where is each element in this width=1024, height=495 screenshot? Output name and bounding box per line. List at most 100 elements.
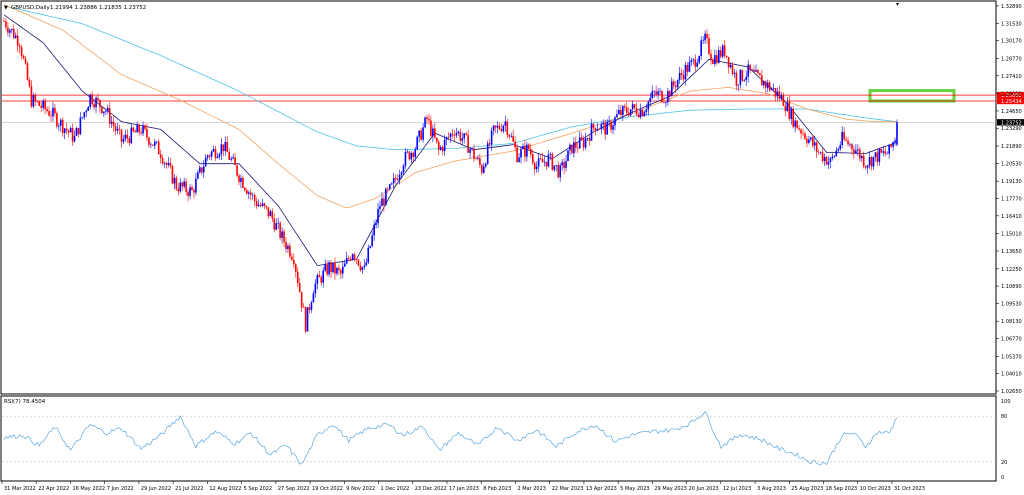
price-panel[interactable] (0, 0, 997, 395)
candle-body (520, 149, 522, 158)
candle-body (345, 258, 348, 264)
candle-body (535, 166, 538, 170)
candle-body (387, 188, 389, 190)
candle-body (704, 33, 706, 41)
candle-body (500, 129, 503, 132)
candle-body (52, 107, 54, 117)
candle-body (77, 127, 80, 135)
candle-body (669, 91, 671, 97)
candle-body (811, 137, 814, 146)
date-tick-label: 29 May 2023 (654, 486, 687, 492)
price-tick-label: 1.05370 (1001, 354, 1022, 360)
candle-body (38, 101, 41, 106)
candle-body (729, 64, 732, 68)
candle-body (688, 62, 691, 72)
candle-body (804, 133, 806, 139)
candle-body (361, 267, 364, 271)
candle-body (236, 165, 238, 176)
candle-body (122, 138, 125, 142)
candle-body (837, 149, 840, 151)
candle-body (220, 144, 223, 155)
candle-body (633, 104, 636, 109)
price-tick-label: 1.20530 (1001, 161, 1022, 167)
candle-body (661, 90, 663, 102)
candle-body (105, 111, 107, 112)
candle-body (353, 254, 356, 259)
candle-body (531, 154, 534, 163)
candle-body (727, 57, 730, 68)
candle-body (545, 161, 548, 167)
candle-body (827, 161, 830, 165)
candle-body (79, 117, 82, 135)
candle-body (224, 142, 227, 152)
date-tick-label: 1 Dec 2022 (381, 486, 410, 492)
candle-body (821, 152, 824, 161)
candle-body (584, 138, 587, 148)
candle-body (676, 79, 679, 88)
candle-body (300, 292, 303, 308)
rsi-label: RSI(7) 78.4504 (4, 399, 46, 405)
candle-body (892, 142, 894, 147)
candle-body (559, 165, 561, 178)
candle-body (36, 101, 39, 102)
rsi-line[interactable] (3, 411, 898, 466)
candle-body (101, 107, 103, 114)
candle-body (443, 139, 446, 152)
rsi-tick-label: 100 (1001, 399, 1011, 405)
candle-body (302, 307, 305, 308)
candle-body (202, 166, 205, 173)
candle-body (567, 150, 569, 162)
candle-body (396, 179, 399, 181)
candle-body (318, 275, 321, 278)
candle-body (371, 235, 373, 247)
candle-body (140, 132, 142, 134)
candle-body (800, 129, 802, 134)
candle-body (694, 59, 697, 67)
candle-body (610, 121, 612, 130)
date-tick-label: 25 Aug 2023 (791, 486, 823, 492)
candle-body (623, 106, 626, 108)
candle-body (708, 38, 710, 54)
candle-body (56, 113, 58, 127)
candle-body (815, 142, 818, 152)
candle-body (735, 72, 738, 86)
candle-body (575, 142, 577, 148)
rsi-panel[interactable] (0, 395, 997, 482)
current-price-tag (997, 119, 1024, 126)
candle-body (604, 122, 607, 135)
candle-body (471, 148, 473, 150)
candle-body (132, 127, 135, 132)
candle-body (283, 231, 285, 243)
candle-body (508, 134, 511, 137)
ma-slow-line[interactable] (3, 5, 898, 151)
symbol-label: GBPUSD,Daily (11, 5, 51, 11)
candle-body (878, 149, 881, 162)
candle-body (561, 162, 563, 166)
price-tick-label: 1.13650 (1001, 249, 1022, 255)
candle-body (629, 109, 632, 116)
date-tick-label: 31 Oct 2023 (894, 486, 925, 492)
candle-body (103, 111, 105, 114)
candle-body (138, 124, 140, 133)
candle-body (428, 119, 430, 121)
candle-body (696, 62, 699, 67)
candle-body (796, 120, 798, 129)
date-tick-label: 22 Mar 2023 (552, 486, 584, 492)
candle-body (586, 138, 589, 139)
candle-body (437, 141, 440, 150)
candle-body (193, 190, 195, 193)
candle-body (16, 35, 19, 46)
shift-marker-icon[interactable]: ▾ (896, 1, 899, 8)
chart-menu-icon[interactable]: ▼ (4, 5, 8, 11)
price-tick-label: 1.19130 (1001, 179, 1022, 185)
ma-mid-line[interactable] (3, 4, 897, 209)
candle-body (537, 158, 540, 167)
candle-body (216, 156, 219, 159)
price-tick-label: 1.17770 (1001, 197, 1022, 203)
candle-body (259, 204, 262, 206)
level-price-label: 1.25434 (1001, 99, 1022, 105)
candle-body (400, 172, 403, 175)
candle-body (806, 138, 808, 143)
candle-body (204, 157, 207, 167)
